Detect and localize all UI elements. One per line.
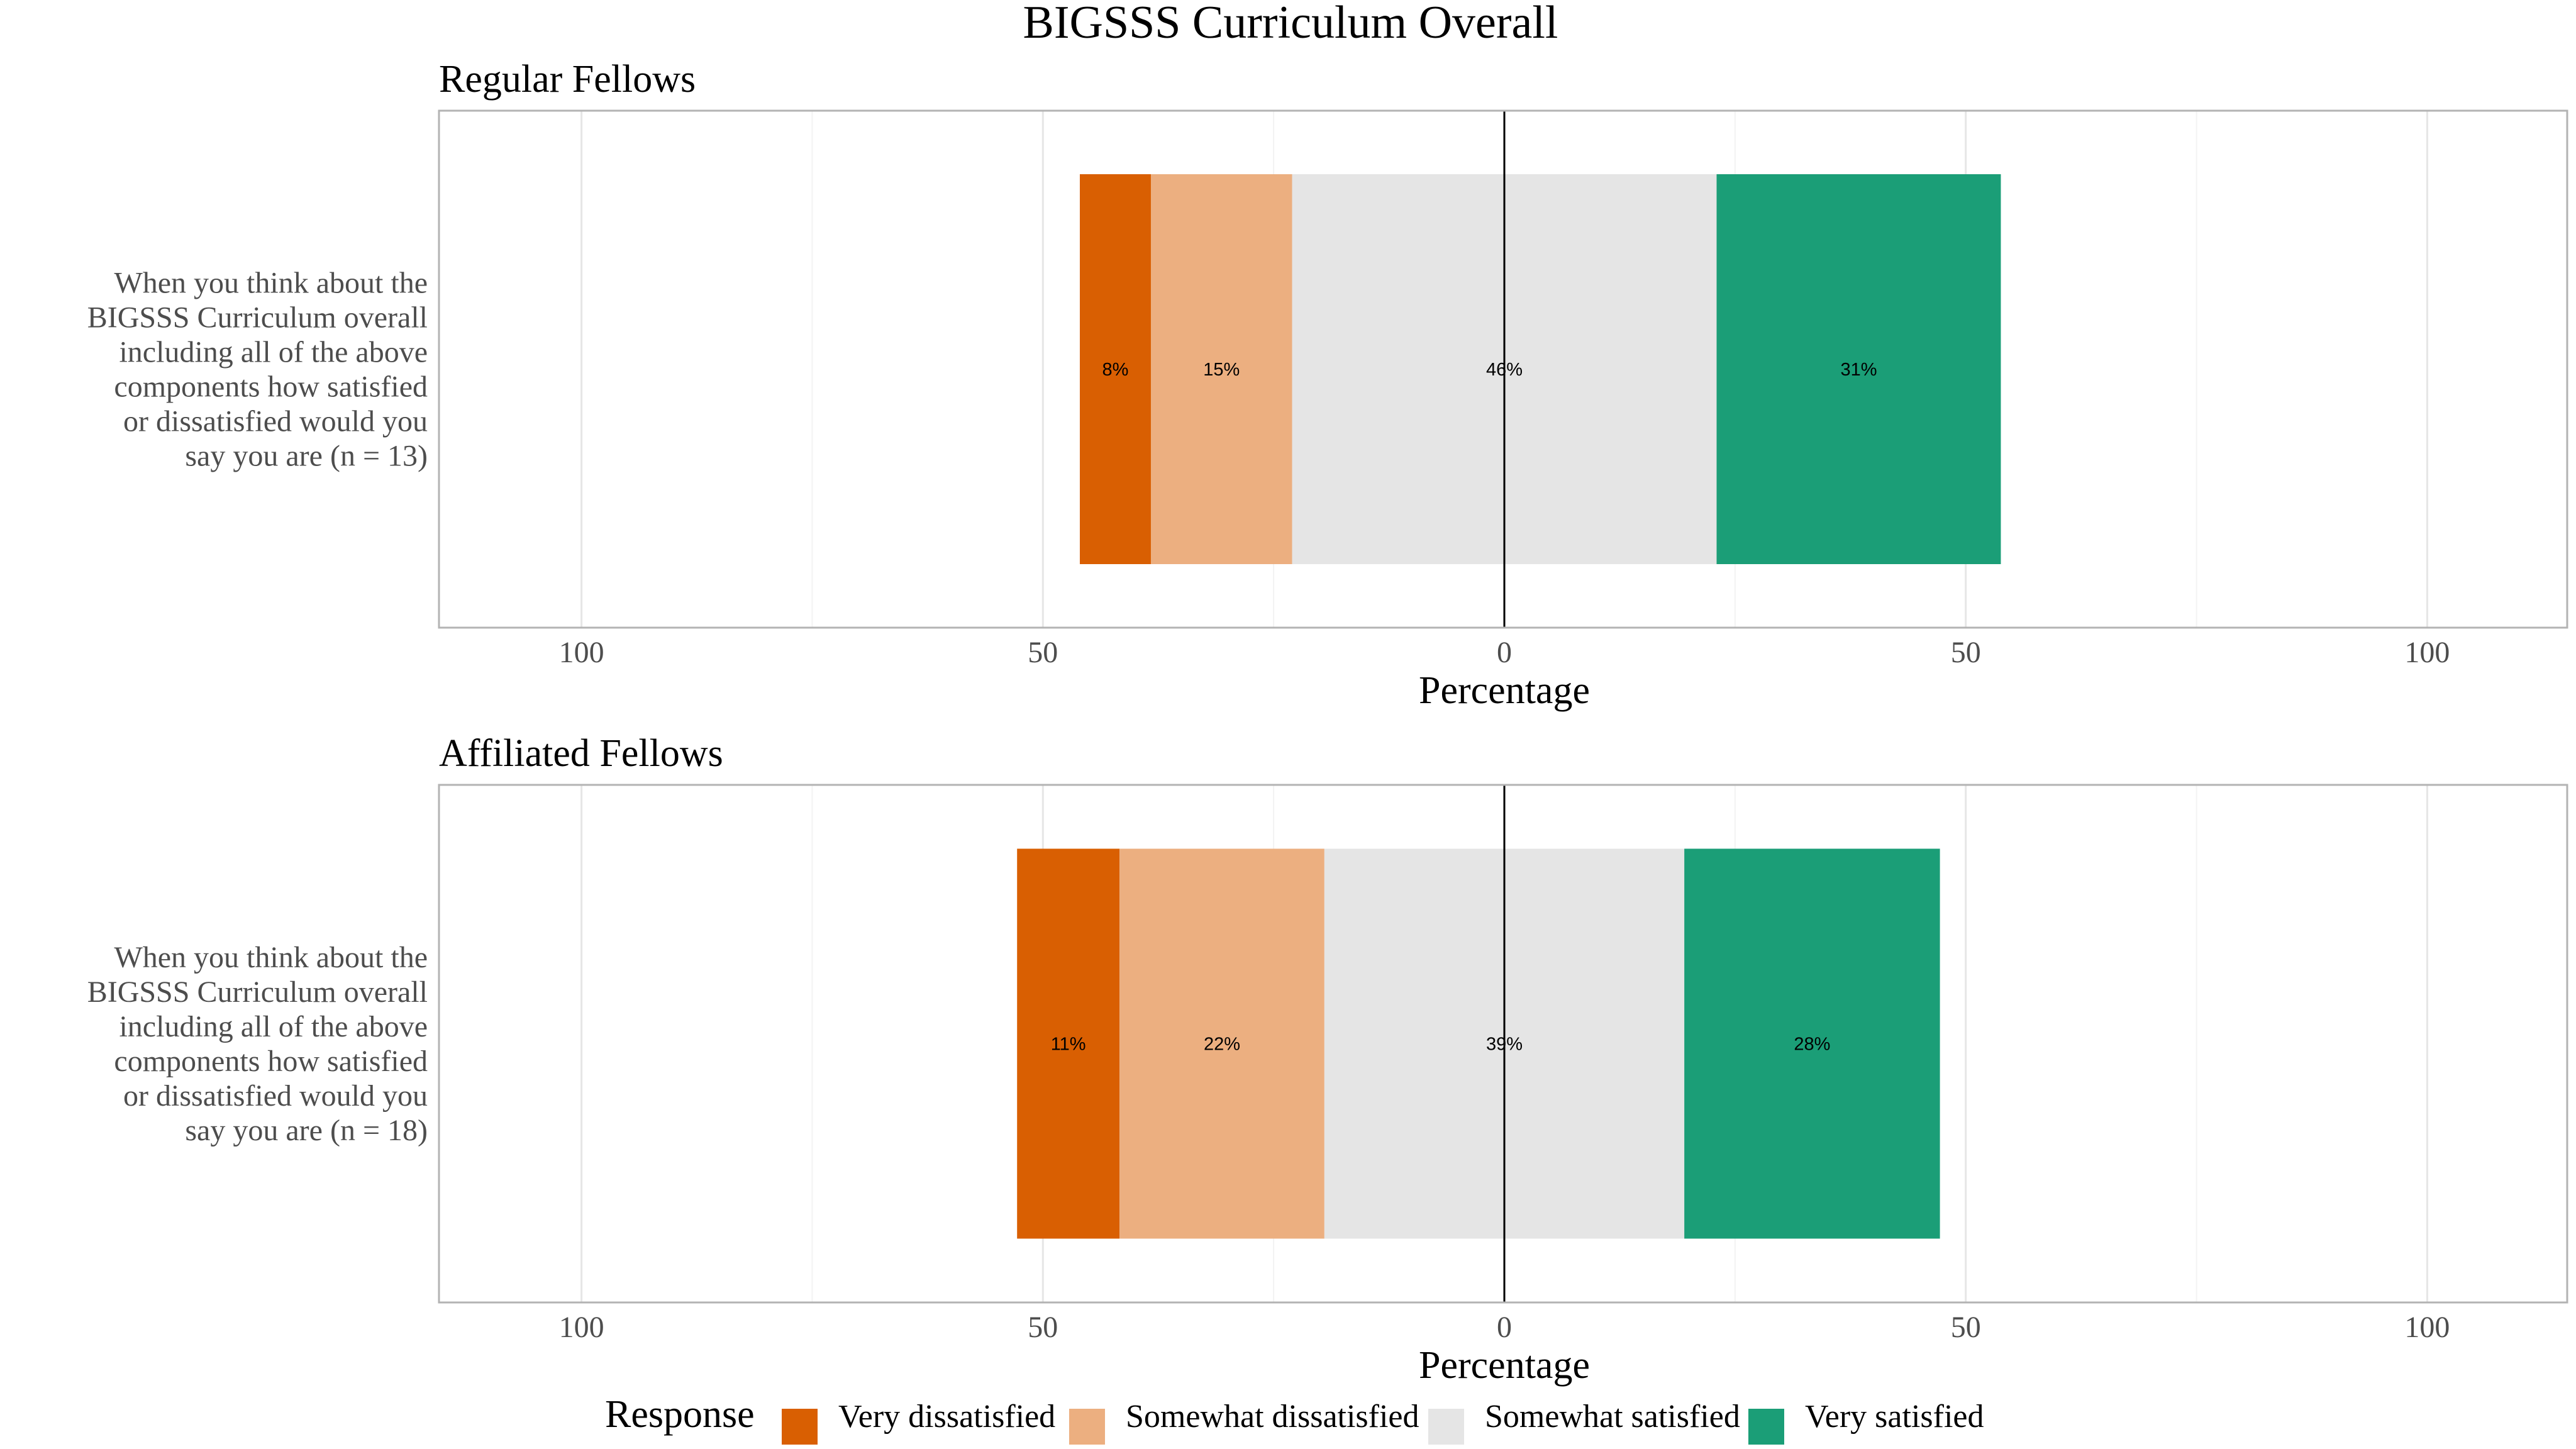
x-tick-label: 100: [559, 636, 604, 669]
bar-segment: [1079, 174, 1151, 564]
bar-label: 15%: [1203, 360, 1240, 380]
legend-key: [782, 1409, 818, 1445]
y-category-label: When you think about the BIGSSS Curriculu…: [87, 267, 428, 473]
panel-subtitle: Regular Fellows: [439, 58, 696, 101]
bar-label: 31%: [1840, 360, 1877, 380]
y-category-label: When you think about the BIGSSS Curriculu…: [87, 941, 428, 1147]
legend-key: [1428, 1409, 1464, 1445]
x-tick-label: 50: [1951, 636, 1981, 669]
legend-key: [1748, 1409, 1784, 1445]
x-tick-label: 100: [2404, 1311, 2450, 1344]
bar-label: 22%: [1204, 1035, 1240, 1055]
x-tick-label: 100: [559, 1311, 604, 1344]
panel-border: [438, 109, 2568, 629]
x-tick-label: 0: [1497, 1311, 1512, 1344]
panel-border: [438, 784, 2568, 1304]
bar-label: 28%: [1794, 1035, 1830, 1055]
panel-subtitle: Affiliated Fellows: [439, 732, 723, 775]
x-tick-label: 50: [1028, 636, 1058, 669]
legend-label: Very dissatisfied: [838, 1399, 1055, 1435]
legend-label: Very satisfied: [1805, 1399, 1984, 1435]
bar-segment: [1684, 848, 1940, 1239]
legend-title: Response: [605, 1393, 755, 1436]
x-tick-label: 50: [1951, 1311, 1981, 1344]
bar-label: 11%: [1051, 1035, 1086, 1055]
legend-label: Somewhat dissatisfied: [1126, 1399, 1419, 1435]
legend-label: Somewhat satisfied: [1485, 1399, 1740, 1435]
x-axis-label: Percentage: [1419, 1344, 1590, 1387]
x-tick-label: 0: [1497, 636, 1512, 669]
x-tick-label: 50: [1028, 1311, 1058, 1344]
bar-label: 8%: [1102, 360, 1129, 380]
legend-key: [1069, 1409, 1105, 1445]
bar-segment: [1150, 174, 1292, 564]
bar-segment: [1017, 848, 1120, 1239]
x-tick-label: 100: [2404, 636, 2450, 669]
bar-segment: [1716, 174, 2001, 564]
x-axis-label: Percentage: [1419, 669, 1590, 712]
chart-title: BIGSSS Curriculum Overall: [1023, 0, 1558, 48]
bar-segment: [1119, 848, 1324, 1239]
